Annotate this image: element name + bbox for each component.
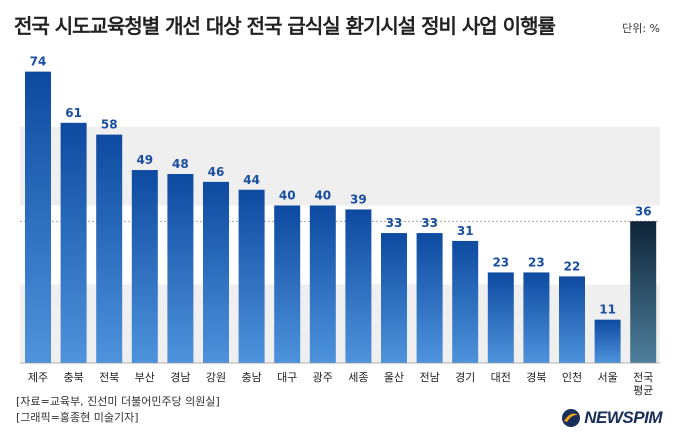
value-label: 36: [635, 204, 652, 218]
value-label: 61: [65, 106, 82, 120]
bar: [274, 205, 301, 363]
bar-average: [630, 221, 657, 363]
value-label: 39: [350, 192, 367, 206]
category-label: 전국: [633, 371, 653, 384]
background-band: [20, 126, 660, 206]
value-label: 58: [101, 118, 118, 132]
category-label: 충북: [63, 371, 83, 384]
value-label: 11: [599, 303, 616, 317]
bar: [559, 276, 585, 363]
category-label: 제주: [28, 371, 48, 384]
category-label: 전북: [99, 371, 119, 384]
value-labels: 74 61 58 49 48 46 44 40 40 39 33 33 31 23 23 22 11 36: [30, 55, 652, 317]
value-label: 48: [172, 157, 189, 171]
background-band: [20, 284, 660, 363]
bar: [452, 240, 479, 363]
bar: [60, 122, 87, 363]
value-label: 49: [136, 153, 153, 167]
value-label: 33: [386, 216, 403, 230]
category-label: 충남: [241, 371, 261, 384]
source-note: [자료=교육부, 진선미 더불어민주당 의원실]: [16, 395, 220, 408]
logo-text: NEWSPIM: [584, 408, 662, 427]
category-label: 울산: [384, 371, 404, 384]
category-label: 강원: [206, 371, 226, 384]
category-label: 대전: [491, 371, 511, 384]
value-label: 74: [30, 55, 47, 69]
bar: [309, 205, 336, 363]
background-bands: [20, 48, 660, 363]
credit-note: [그래픽=홍종현 미술기자]: [16, 411, 139, 424]
bar: [487, 272, 514, 363]
bar: [167, 174, 194, 363]
value-label: 40: [279, 189, 296, 203]
value-label: 40: [314, 189, 331, 203]
value-label: 33: [421, 216, 438, 230]
background-band: [20, 205, 660, 285]
bar: [131, 170, 158, 363]
bar: [594, 319, 621, 363]
category-label: 인천: [562, 370, 582, 384]
bar: [416, 233, 443, 363]
value-label: 46: [208, 165, 225, 179]
background-band: [20, 48, 660, 127]
bar: [345, 209, 372, 363]
value-label: 23: [492, 255, 509, 269]
value-label: 23: [528, 255, 545, 269]
category-label: 경기: [455, 371, 475, 384]
category-label: 경남: [170, 371, 190, 384]
category-label: 경북: [526, 371, 546, 384]
value-label: 31: [457, 224, 474, 238]
category-label: 서울: [597, 371, 617, 384]
chart-title: 전국 시도교육청별 개선 대상 전국 급식실 환기시설 정비 사업 이행률: [14, 14, 556, 38]
category-label: 광주: [313, 371, 333, 384]
unit-label: 단위: %: [622, 22, 660, 35]
newspim-logo: NEWSPIM: [561, 408, 662, 428]
category-label: 부산: [135, 371, 155, 384]
bar: [523, 272, 550, 363]
category-label: 전남: [419, 371, 439, 384]
category-label: 세종: [348, 371, 368, 384]
bar: [96, 134, 123, 363]
category-label: 평균: [633, 384, 653, 397]
category-label: 대구: [277, 371, 297, 384]
value-label: 44: [243, 173, 260, 187]
bar: [25, 71, 51, 363]
newspim-logo-icon: [562, 409, 581, 427]
bar: [203, 181, 229, 363]
bar: [238, 189, 265, 363]
bars: [25, 71, 657, 363]
value-label: 22: [564, 259, 581, 273]
bar: [381, 233, 407, 363]
